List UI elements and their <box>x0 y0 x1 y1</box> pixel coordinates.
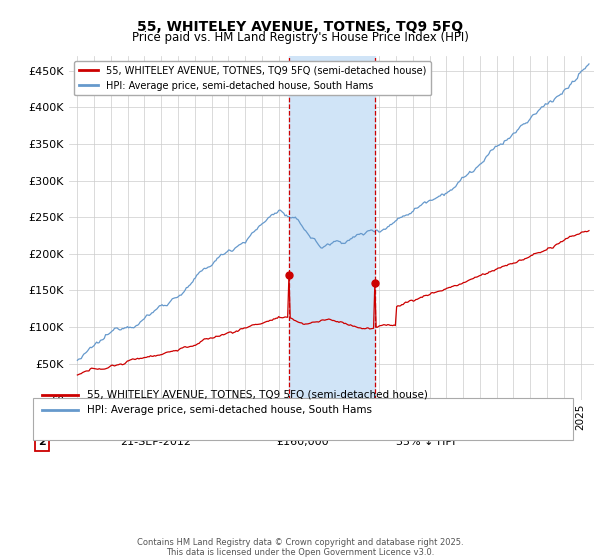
Legend: 55, WHITELEY AVENUE, TOTNES, TQ9 5FQ (semi-detached house), HPI: Average price, : 55, WHITELEY AVENUE, TOTNES, TQ9 5FQ (se… <box>74 61 431 95</box>
Text: HPI: Average price, semi-detached house, South Hams: HPI: Average price, semi-detached house,… <box>87 405 372 416</box>
Text: 55, WHITELEY AVENUE, TOTNES, TQ9 5FQ (semi-detached house): 55, WHITELEY AVENUE, TOTNES, TQ9 5FQ (se… <box>87 390 428 400</box>
Text: £160,000: £160,000 <box>276 437 329 447</box>
Text: 1: 1 <box>38 407 46 417</box>
Text: 2: 2 <box>371 73 379 83</box>
Text: 35% ↓ HPI: 35% ↓ HPI <box>396 437 455 447</box>
Text: Contains HM Land Registry data © Crown copyright and database right 2025.
This d: Contains HM Land Registry data © Crown c… <box>137 538 463 557</box>
Text: 08-AUG-2007: 08-AUG-2007 <box>120 407 194 417</box>
Text: 33% ↓ HPI: 33% ↓ HPI <box>396 407 455 417</box>
Bar <box>289 56 374 400</box>
Text: 2: 2 <box>38 437 46 447</box>
Text: 1: 1 <box>285 73 293 83</box>
Text: Price paid vs. HM Land Registry's House Price Index (HPI): Price paid vs. HM Land Registry's House … <box>131 31 469 44</box>
Text: 55, WHITELEY AVENUE, TOTNES, TQ9 5FQ: 55, WHITELEY AVENUE, TOTNES, TQ9 5FQ <box>137 20 463 34</box>
Text: £171,000: £171,000 <box>276 407 329 417</box>
Text: 21-SEP-2012: 21-SEP-2012 <box>120 437 191 447</box>
